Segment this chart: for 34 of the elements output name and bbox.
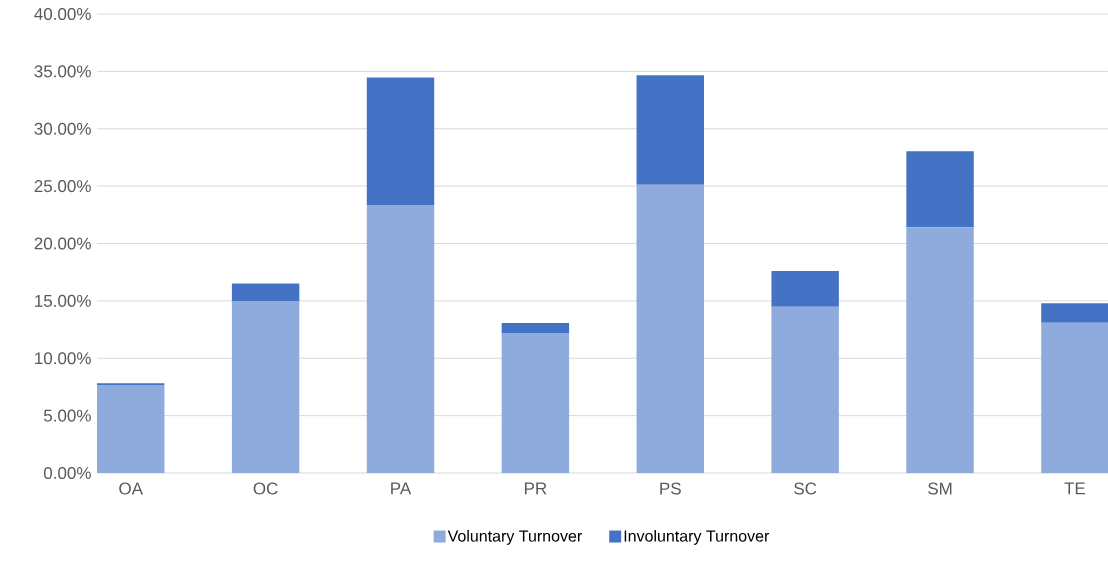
bar <box>366 77 435 206</box>
bar <box>501 323 570 333</box>
x-tick-label: PA <box>391 482 412 495</box>
bar <box>771 271 839 307</box>
bar <box>501 333 570 473</box>
y-tick-label: 15.00% <box>35 294 91 307</box>
x-tick-label: PS <box>660 482 681 495</box>
bar <box>906 151 974 228</box>
x-tick-label: SM <box>928 482 952 495</box>
bar <box>97 384 165 473</box>
y-tick-label: 10.00% <box>35 352 91 365</box>
x-tick-label: SC <box>794 482 817 495</box>
legend-label: Voluntary Turnover <box>447 529 582 545</box>
y-tick-label: 30.00% <box>34 122 91 135</box>
x-tick-label: OA <box>119 482 143 495</box>
legend-label: Involuntary Turnover <box>624 529 770 545</box>
x-tick-label: PR <box>524 482 547 495</box>
y-tick-label: 0.00% <box>43 466 91 480</box>
bar <box>1041 303 1108 323</box>
bar <box>636 75 704 185</box>
y-tick-label: 20.00% <box>34 237 91 250</box>
bar <box>906 227 974 473</box>
bar <box>231 300 300 473</box>
bar <box>771 306 839 473</box>
x-tick-label: TE <box>1064 482 1086 495</box>
bar <box>231 283 300 301</box>
y-tick-label: 25.00% <box>34 180 91 193</box>
y-tick-label: 5.00% <box>43 409 91 422</box>
bar <box>1041 322 1108 473</box>
bar <box>366 205 435 473</box>
y-tick-label: 35.00% <box>34 65 91 78</box>
bar <box>636 184 704 473</box>
x-tick-label: OC <box>253 482 278 495</box>
y-tick-label: 40.00% <box>34 7 91 21</box>
